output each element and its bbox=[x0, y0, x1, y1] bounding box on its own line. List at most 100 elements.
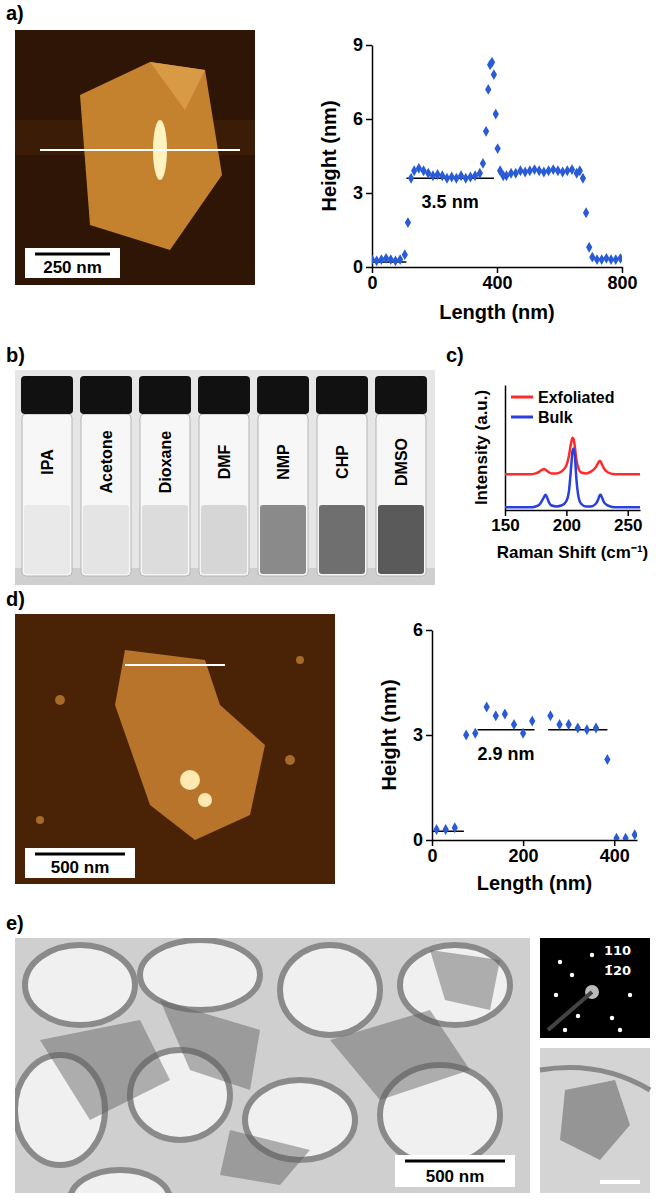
data-point bbox=[443, 824, 449, 835]
data-point bbox=[541, 167, 547, 178]
tick: 200 bbox=[509, 840, 539, 866]
vial-body bbox=[376, 414, 426, 576]
data-point bbox=[397, 254, 403, 265]
saed-pattern: 1101̄20 bbox=[540, 938, 650, 1038]
vial-cap bbox=[316, 376, 368, 414]
data-point bbox=[463, 173, 469, 184]
data-point bbox=[529, 716, 535, 727]
data-point bbox=[566, 719, 572, 730]
data-point bbox=[583, 207, 589, 218]
data-point bbox=[617, 253, 622, 264]
data-point bbox=[502, 709, 508, 720]
vial-body bbox=[22, 414, 72, 576]
data-point bbox=[531, 164, 537, 175]
saed-label: 110 bbox=[604, 943, 631, 958]
flake bbox=[160, 1000, 260, 1090]
scale-bar-line bbox=[405, 1160, 505, 1163]
x-axis-title: Length (nm) bbox=[477, 872, 593, 894]
afm-image: 500 nm bbox=[15, 614, 335, 884]
profile-line bbox=[40, 149, 240, 151]
data-point bbox=[383, 253, 389, 264]
diffraction-spot bbox=[563, 1028, 567, 1032]
data-point bbox=[439, 170, 445, 181]
data-point bbox=[493, 109, 499, 120]
tick: 0 bbox=[413, 830, 432, 850]
x-axis: 150200250 bbox=[491, 510, 642, 535]
axis-line bbox=[506, 510, 641, 512]
data-point bbox=[632, 829, 637, 840]
tick: 9 bbox=[353, 35, 372, 55]
data-point bbox=[613, 833, 619, 840]
diffraction-spot bbox=[558, 960, 562, 964]
data-point bbox=[430, 170, 436, 181]
data-point bbox=[589, 252, 595, 263]
data-point bbox=[402, 249, 408, 260]
vial-label: IPA bbox=[39, 449, 56, 475]
flake bbox=[115, 650, 265, 840]
vial-liquid bbox=[319, 505, 365, 574]
profile-line bbox=[125, 664, 225, 666]
vial-cap bbox=[21, 376, 73, 414]
tick-label: 0 bbox=[413, 830, 423, 850]
panel-letter: e) bbox=[6, 912, 24, 934]
tick: 0 bbox=[427, 840, 437, 866]
vial: Dioxane bbox=[139, 376, 191, 576]
data-point bbox=[559, 167, 565, 178]
vial-label: CHP bbox=[334, 445, 351, 479]
vial-cap bbox=[375, 376, 427, 414]
diffraction-spot bbox=[590, 953, 594, 957]
data-point bbox=[494, 143, 500, 154]
data-point bbox=[472, 728, 478, 739]
data-point bbox=[434, 169, 440, 180]
data-point bbox=[453, 173, 459, 184]
data-point bbox=[603, 253, 609, 264]
vial-cap bbox=[80, 376, 132, 414]
data-point bbox=[484, 702, 490, 713]
tick-label: 0 bbox=[353, 257, 363, 277]
carbon-hole bbox=[400, 945, 510, 1025]
tem-background bbox=[15, 938, 530, 1193]
plot-area bbox=[505, 438, 640, 508]
y-axis: 0369 bbox=[353, 35, 373, 277]
data-point bbox=[613, 254, 619, 265]
diffraction-spot bbox=[554, 993, 558, 997]
scale-bar-line bbox=[35, 853, 125, 856]
tick-mark bbox=[366, 267, 372, 269]
data-point bbox=[556, 719, 562, 730]
plot-area bbox=[432, 702, 637, 840]
data-point bbox=[491, 69, 497, 80]
data-point bbox=[458, 170, 464, 181]
data-point bbox=[520, 728, 526, 739]
tick-mark bbox=[366, 119, 372, 121]
photo-background bbox=[15, 370, 435, 585]
data-point bbox=[420, 165, 426, 176]
afm-spot bbox=[296, 656, 304, 664]
scale-bar-line bbox=[35, 253, 110, 256]
tick: 250 bbox=[614, 510, 642, 535]
vial-liquid bbox=[378, 505, 424, 574]
scale-bar-line bbox=[600, 1180, 640, 1184]
data-point bbox=[388, 254, 394, 265]
diffraction-spot bbox=[570, 973, 574, 977]
vial-cap bbox=[139, 376, 191, 414]
tick-label: 3 bbox=[353, 183, 363, 203]
y-axis-title: Height (nm) bbox=[378, 679, 400, 790]
axis-line bbox=[372, 46, 374, 268]
tem-inset bbox=[540, 1048, 650, 1193]
vial: DMF bbox=[198, 376, 250, 576]
tick-mark bbox=[426, 840, 432, 842]
data-point bbox=[477, 168, 483, 179]
carbon-hole bbox=[140, 940, 260, 1010]
afm-spot bbox=[180, 770, 200, 790]
panel-letter: d) bbox=[6, 588, 25, 610]
data-point bbox=[622, 833, 628, 840]
axis-line bbox=[505, 386, 507, 511]
vial-body bbox=[199, 414, 249, 576]
series-line bbox=[505, 448, 640, 507]
legend-swatch bbox=[511, 396, 533, 399]
tick-label: 150 bbox=[491, 516, 519, 535]
tick-label: 400 bbox=[600, 846, 630, 866]
data-point bbox=[433, 824, 439, 835]
scale-bar: 250 nm bbox=[25, 248, 120, 278]
tick-label: 250 bbox=[614, 516, 642, 535]
